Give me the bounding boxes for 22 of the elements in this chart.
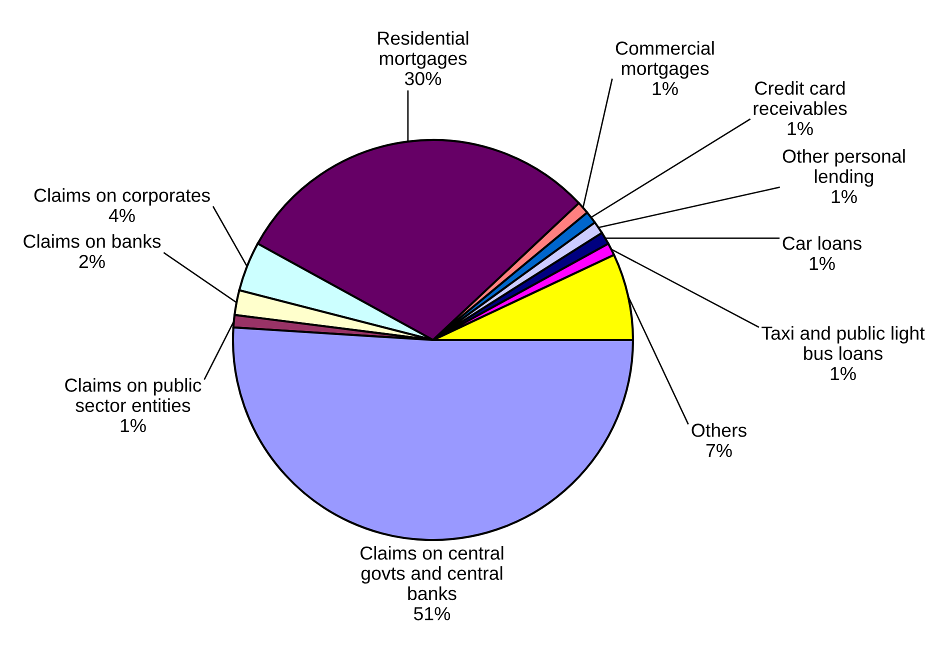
data-label: 51% <box>414 607 450 620</box>
slice-label: Claims on central govts and central banks <box>360 546 504 600</box>
data-label: 1% <box>810 256 835 270</box>
data-label: 1% <box>120 419 146 432</box>
data-label: 7% <box>706 444 732 458</box>
slice-label: Claims on public sector entities <box>65 378 202 412</box>
slice-label: Credit card receivables <box>754 81 847 116</box>
slice-label: Taxi and public light bus loans <box>762 326 925 360</box>
slice-label: Claims on corporates <box>34 188 210 206</box>
data-label: 30% <box>404 72 442 86</box>
data-label: 1% <box>652 82 678 96</box>
data-label: 1% <box>788 122 813 136</box>
data-label: 1% <box>832 190 857 204</box>
slice-label: Other personal lending <box>782 149 905 187</box>
slice-label: Residential mortgages <box>378 31 468 69</box>
data-label: 2% <box>79 254 105 268</box>
data-label: 1% <box>830 367 856 380</box>
data-label: 4% <box>108 208 135 222</box>
slice-label: Car loans <box>782 236 862 250</box>
slice-label: Others <box>692 423 746 437</box>
slice-label: Claims on banks <box>24 234 161 248</box>
slice-label: Commercial mortgages <box>616 41 714 79</box>
